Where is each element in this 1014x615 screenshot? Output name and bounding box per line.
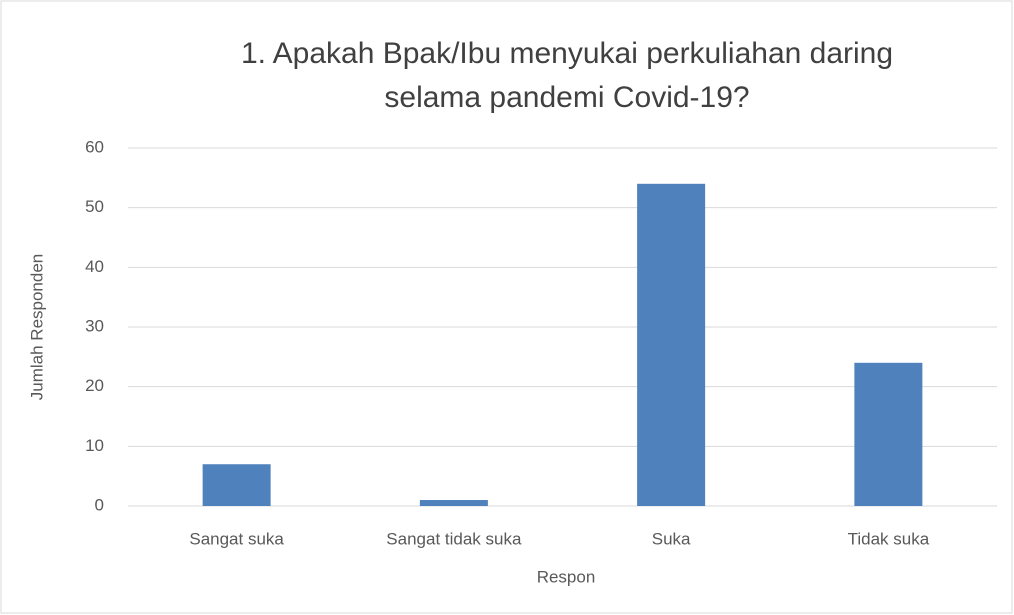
x-axis-label: Respon — [537, 567, 596, 586]
y-tick-label: 20 — [85, 376, 104, 395]
x-tick-label: Sangat tidak suka — [386, 529, 522, 548]
y-tick-label: 0 — [95, 495, 104, 514]
y-axis-label: Jumlah Responden — [27, 254, 46, 400]
x-tick-label: Tidak suka — [848, 529, 930, 548]
chart-title: 1. Apakah Bpak/Ibu menyukai perkuliahan … — [240, 37, 894, 114]
y-tick-label: 60 — [85, 137, 104, 156]
bar — [419, 500, 488, 506]
x-tick-label: Suka — [652, 529, 691, 548]
bar — [637, 183, 706, 507]
x-tick-label: Sangat suka — [189, 529, 284, 548]
y-tick-label: 40 — [85, 257, 104, 276]
bar — [202, 464, 271, 506]
y-tick-label: 30 — [85, 316, 104, 335]
y-tick-label: 50 — [85, 197, 104, 216]
bar — [854, 362, 923, 506]
y-tick-label: 10 — [85, 436, 104, 455]
